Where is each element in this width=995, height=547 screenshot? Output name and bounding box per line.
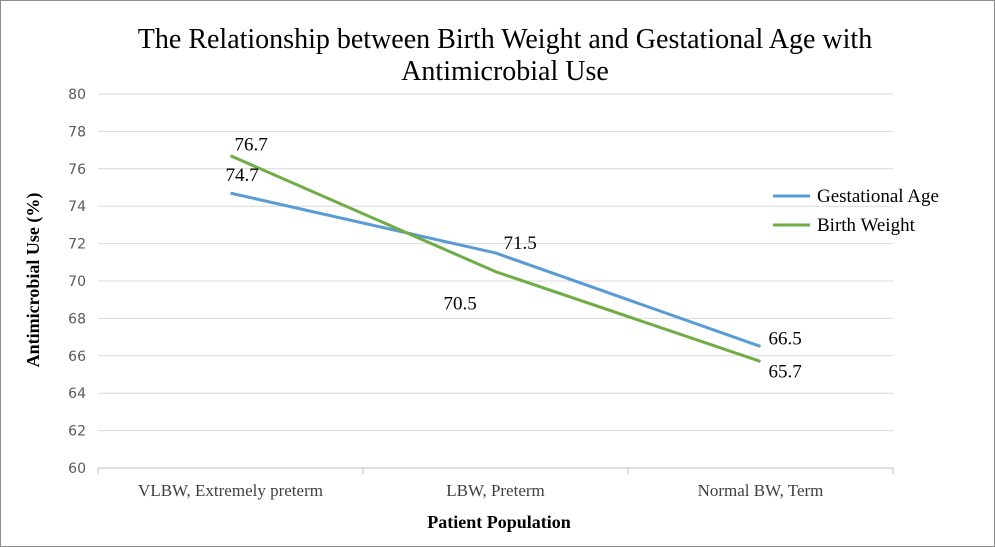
y-tick-label: 68: [68, 311, 86, 327]
y-tick-label: 62: [68, 424, 86, 440]
data-label: 70.5: [444, 294, 477, 315]
data-labels: 74.7 71.5 66.5 76.7 70.5 65.7: [226, 135, 802, 383]
series-line: [230, 191, 761, 348]
x-category-label: LBW, Preterm: [446, 481, 545, 500]
data-label: 71.5: [504, 233, 537, 254]
y-tick-label: 66: [68, 349, 86, 365]
y-axis-ticks: 60 62 64 66 68 70 72 74 76 78 80: [68, 87, 86, 477]
x-category-label: VLBW, Extremely preterm: [138, 481, 323, 500]
x-category-label: Normal BW, Term: [698, 481, 824, 500]
y-axis-title: Antimicrobial Use (%): [23, 193, 44, 368]
y-tick-label: 72: [68, 237, 86, 253]
x-axis-title: Patient Population: [427, 512, 571, 532]
y-tick-label: 64: [68, 386, 86, 402]
gridlines: [98, 93, 893, 432]
legend-label: Birth Weight: [817, 215, 916, 236]
y-tick-label: 78: [68, 124, 86, 140]
y-tick-label: 70: [68, 274, 86, 290]
legend-label: Gestational Age: [817, 186, 939, 207]
legend: Gestational Age Birth Weight: [773, 186, 939, 236]
data-label: 65.7: [769, 361, 802, 382]
data-label: 76.7: [235, 135, 268, 156]
series-line: [229, 154, 761, 363]
y-tick-label: 60: [68, 461, 86, 477]
y-tick-label: 74: [68, 199, 86, 215]
x-axis-categories: VLBW, Extremely preterm LBW, Preterm Norma…: [97, 468, 894, 500]
y-tick-label: 80: [68, 87, 86, 103]
chart-title-line-1: The Relationship between Birth Weight an…: [138, 24, 872, 55]
series-lines: [229, 154, 761, 363]
data-label: 66.5: [769, 328, 802, 349]
data-label: 74.7: [226, 165, 259, 186]
chart-title-line-2: Antimicrobial Use: [401, 56, 609, 87]
y-tick-label: 76: [68, 162, 86, 178]
